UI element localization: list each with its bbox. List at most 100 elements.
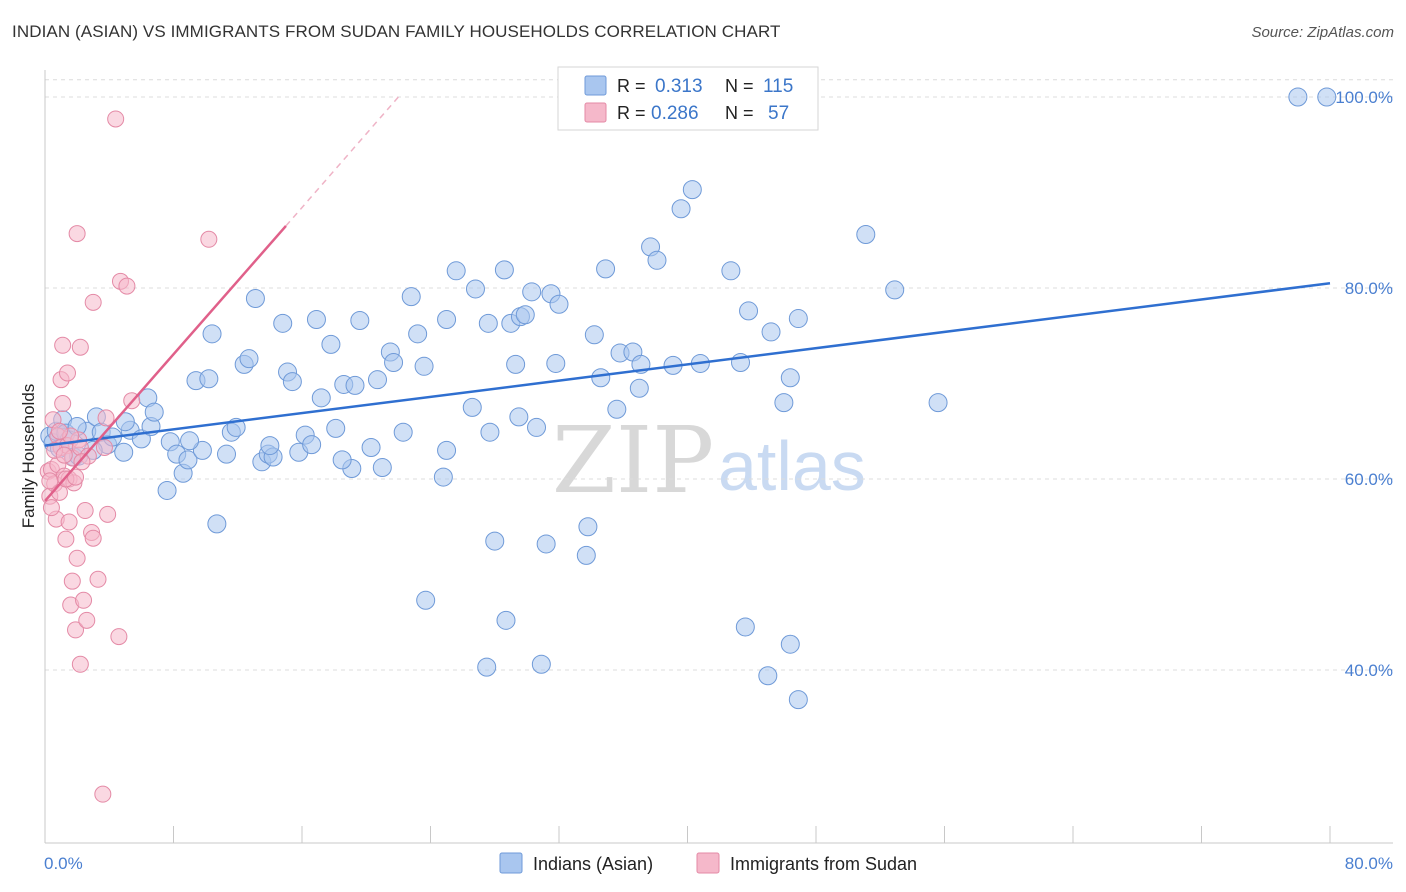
point-indians	[202, 324, 222, 344]
point-indians	[788, 309, 808, 329]
point-indians	[311, 388, 331, 408]
point-sudan	[71, 655, 89, 673]
point-indians	[114, 442, 134, 462]
legend-r-label-2: R =	[617, 103, 646, 123]
point-indians	[739, 301, 759, 321]
point-indians	[115, 412, 135, 432]
point-indians	[788, 690, 808, 710]
point-indians	[591, 368, 611, 388]
point-indians	[780, 368, 800, 388]
point-indians	[522, 282, 542, 302]
point-indians	[494, 260, 514, 280]
point-indians	[207, 514, 227, 534]
point-indians	[326, 418, 346, 438]
point-indians	[506, 354, 526, 374]
point-indians	[192, 440, 212, 460]
point-indians	[217, 444, 237, 464]
point-sudan	[99, 505, 117, 523]
y-tick-label: 60.0%	[1345, 470, 1393, 489]
point-indians	[144, 402, 164, 422]
point-sudan	[71, 338, 89, 356]
point-indians	[273, 313, 293, 333]
point-sudan	[54, 395, 72, 413]
series-legend-label-indians: Indians (Asian)	[533, 854, 653, 874]
watermark-zip: ZIP	[552, 407, 714, 514]
legend-n-label-2: N =	[725, 103, 754, 123]
point-indians	[509, 407, 529, 427]
point-indians	[647, 250, 667, 270]
point-indians	[515, 305, 535, 325]
trend-line-sudan	[44, 225, 287, 502]
data-points	[39, 87, 1337, 803]
point-indians	[437, 310, 457, 330]
point-sudan	[89, 570, 107, 588]
axes: 40.0% 60.0% 80.0% 100.0% 0.0% 80.0%	[44, 70, 1393, 873]
point-indians	[408, 324, 428, 344]
y-tick-label: 100.0%	[1335, 88, 1393, 107]
point-sudan	[76, 502, 94, 520]
series-legend: Indians (Asian) Immigrants from Sudan	[499, 852, 917, 874]
point-indians	[321, 334, 341, 354]
point-sudan	[95, 438, 113, 456]
point-sudan	[110, 628, 128, 646]
point-indians	[350, 310, 370, 330]
point-indians	[485, 531, 505, 551]
y-tick-label: 80.0%	[1345, 279, 1393, 298]
point-sudan	[84, 293, 102, 311]
legend-r-value-2: 0.286	[651, 103, 699, 124]
point-sudan	[200, 230, 218, 248]
point-indians	[446, 261, 466, 281]
point-indians	[245, 289, 265, 309]
point-indians	[546, 353, 566, 373]
point-sudan	[118, 277, 136, 295]
point-indians	[462, 397, 482, 417]
trend-extension	[285, 96, 399, 227]
point-sudan	[94, 785, 112, 803]
legend-swatch-indians	[584, 75, 607, 96]
point-sudan	[54, 336, 72, 354]
point-indians	[856, 225, 876, 245]
point-indians	[480, 422, 500, 442]
point-sudan	[67, 621, 85, 639]
legend-n-value-1: 115	[763, 76, 793, 97]
point-indians	[735, 617, 755, 637]
point-sudan	[68, 225, 86, 243]
point-indians	[1317, 87, 1337, 107]
point-indians	[199, 369, 219, 389]
point-indians	[928, 393, 948, 413]
point-indians	[414, 356, 434, 376]
point-indians	[367, 370, 387, 390]
legend-swatch-sudan	[584, 102, 607, 123]
point-sudan	[57, 530, 75, 548]
y-tick-label: 40.0%	[1345, 661, 1393, 680]
point-indians	[607, 399, 627, 419]
point-indians	[536, 534, 556, 554]
point-sudan	[41, 472, 59, 490]
legend-r-label-1: R =	[617, 76, 646, 96]
point-indians	[465, 279, 485, 299]
point-indians	[437, 440, 457, 460]
point-indians	[306, 310, 326, 330]
point-indians	[1288, 87, 1308, 107]
point-indians	[260, 436, 280, 456]
point-sudan	[68, 549, 86, 567]
trend-line-sudan-extension	[285, 96, 399, 227]
point-indians	[774, 393, 794, 413]
point-indians	[157, 480, 177, 500]
point-indians	[496, 610, 516, 630]
point-indians	[332, 450, 352, 470]
point-indians	[180, 431, 200, 451]
point-indians	[477, 657, 497, 677]
point-sudan	[75, 591, 93, 609]
point-sudan	[55, 446, 73, 464]
point-indians	[527, 417, 547, 437]
point-indians	[178, 450, 198, 470]
point-indians	[401, 287, 421, 307]
point-indians	[761, 322, 781, 342]
point-sudan	[73, 453, 91, 471]
trend-lines	[44, 225, 1331, 502]
point-indians	[239, 349, 259, 369]
point-sudan	[42, 499, 60, 517]
y-axis-title: Family Households	[19, 384, 38, 529]
